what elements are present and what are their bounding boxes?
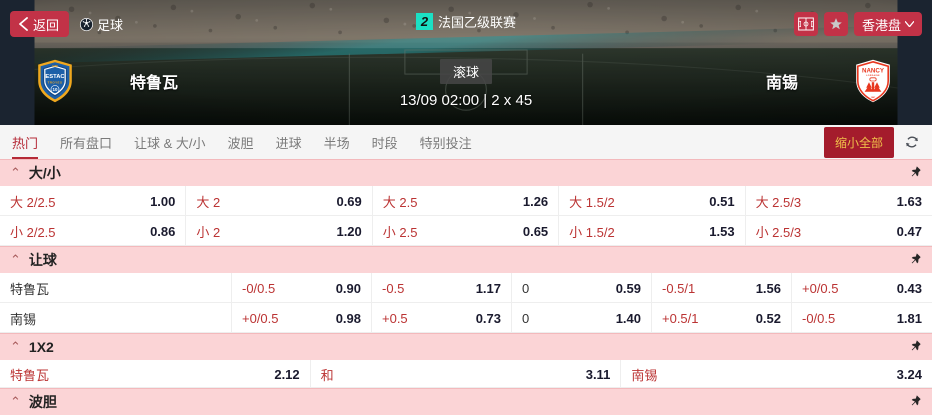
svg-text:NANCY: NANCY: [862, 68, 885, 75]
